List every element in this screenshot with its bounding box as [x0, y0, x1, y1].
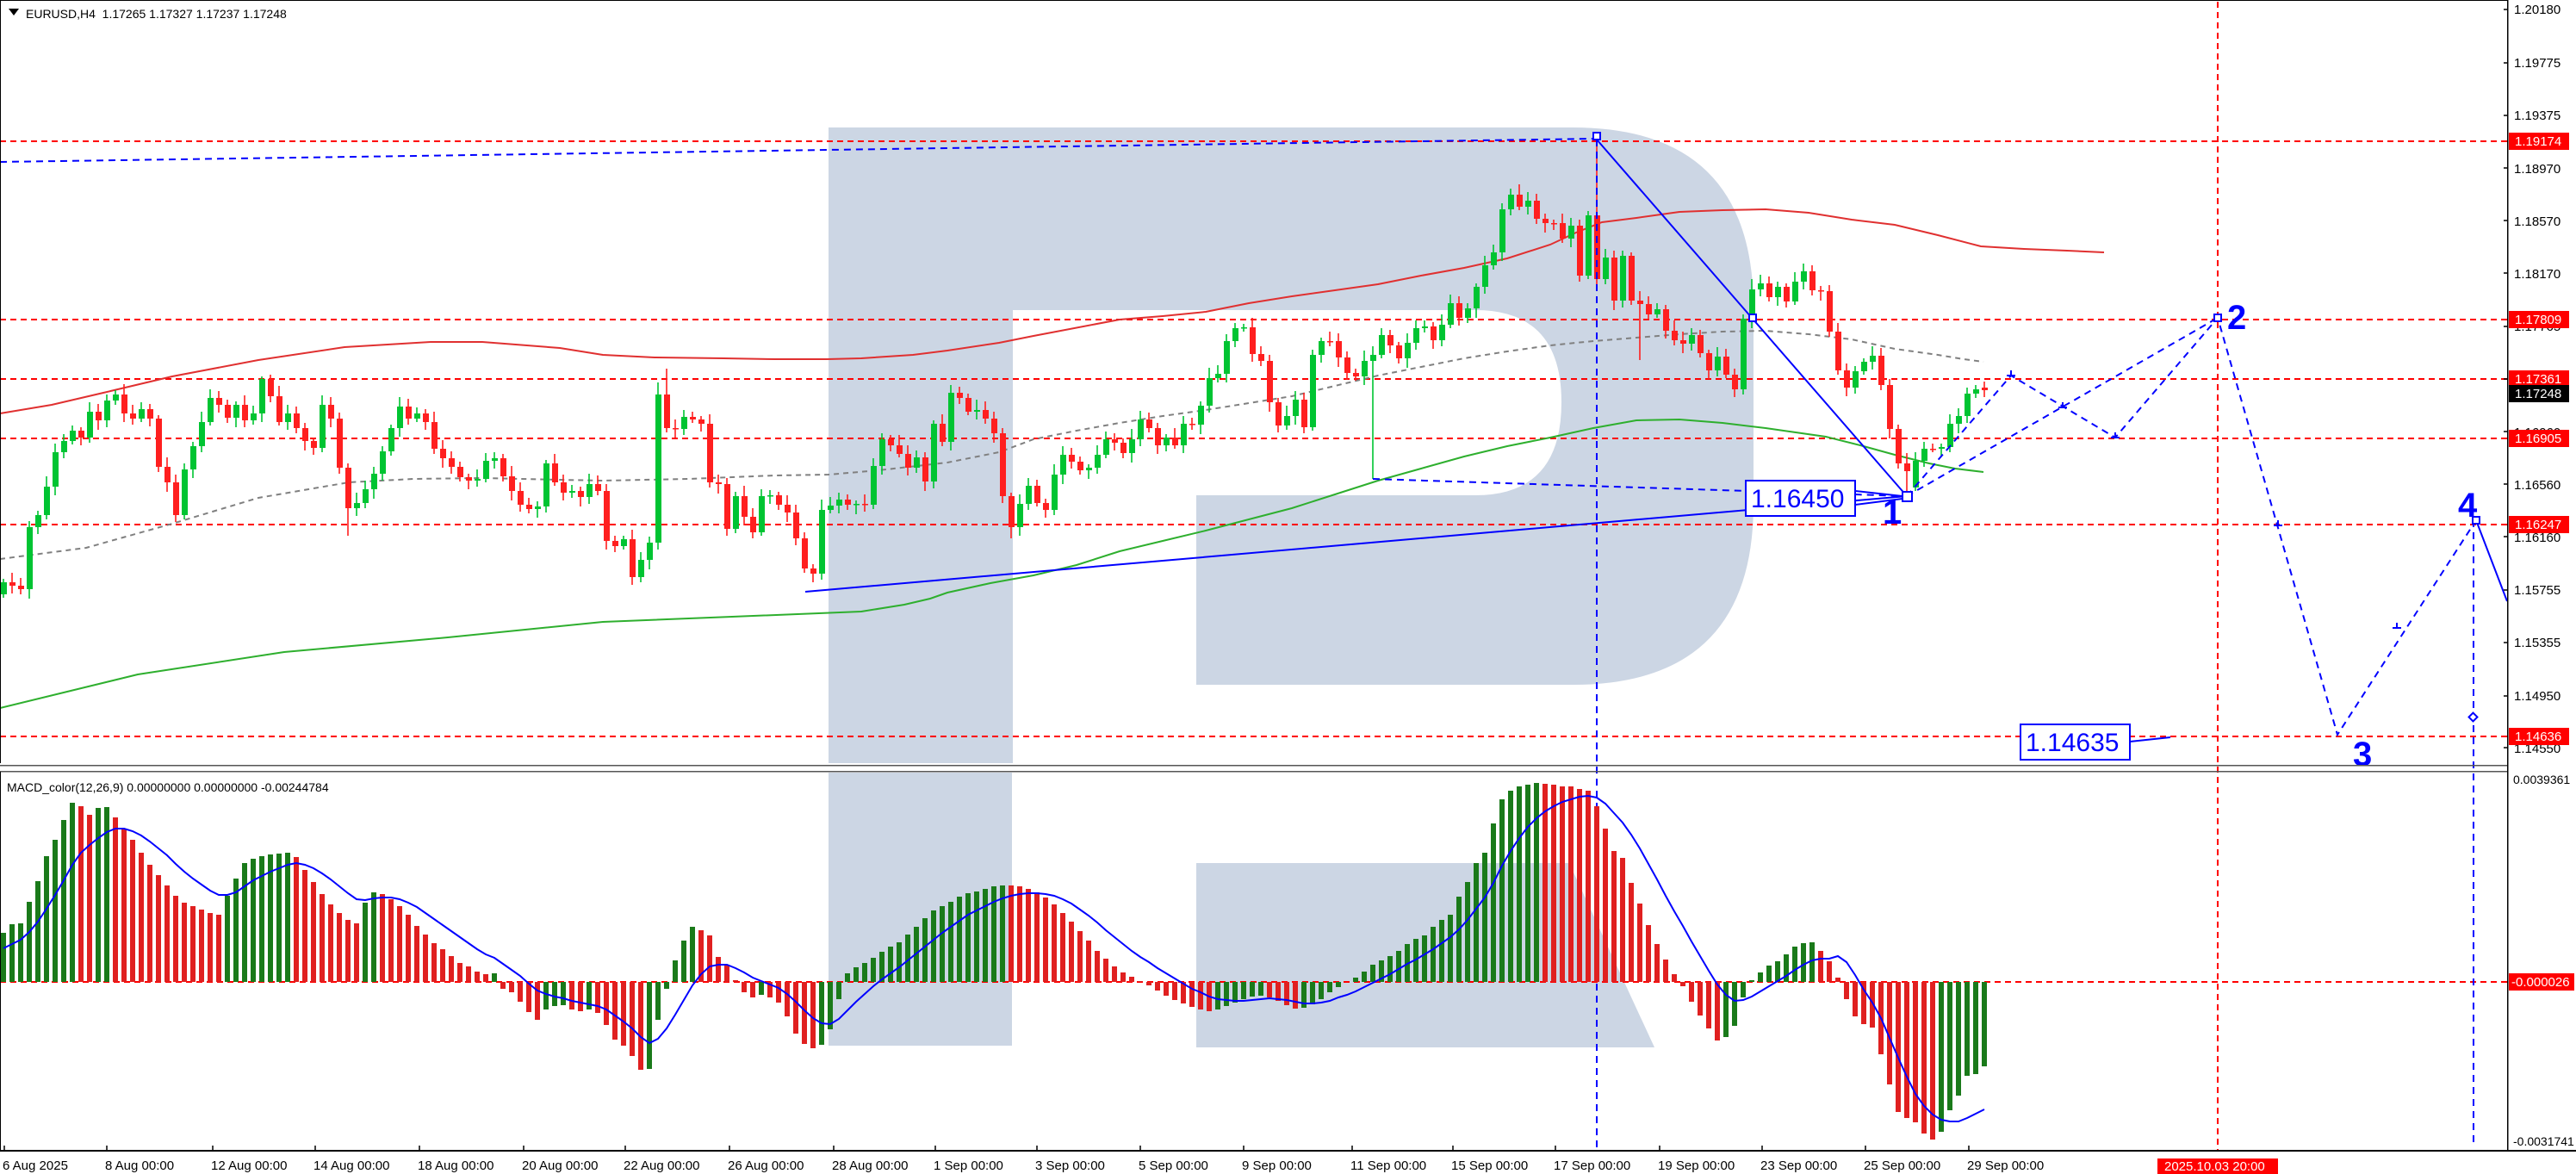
- svg-text:1.19174: 1.19174: [2515, 134, 2561, 149]
- svg-text:5 Sep 00:00: 5 Sep 00:00: [1139, 1158, 1208, 1173]
- svg-text:-0.0031741: -0.0031741: [2513, 1134, 2574, 1148]
- svg-text:1 Sep 00:00: 1 Sep 00:00: [934, 1158, 1003, 1173]
- svg-text:1.16905: 1.16905: [2515, 432, 2561, 446]
- svg-text:20 Aug 00:00: 20 Aug 00:00: [522, 1158, 598, 1173]
- svg-text:3: 3: [2353, 736, 2372, 773]
- svg-text:12 Aug 00:00: 12 Aug 00:00: [211, 1158, 287, 1173]
- svg-text:2025.10.03 20:00: 2025.10.03 20:00: [2164, 1159, 2265, 1174]
- svg-text:15 Sep 00:00: 15 Sep 00:00: [1451, 1158, 1528, 1173]
- svg-text:MACD_color(12,26,9) 0.00000000: MACD_color(12,26,9) 0.00000000 0.0000000…: [7, 780, 329, 794]
- svg-text:1.15355: 1.15355: [2514, 636, 2560, 650]
- svg-text:9 Sep 00:00: 9 Sep 00:00: [1242, 1158, 1312, 1173]
- svg-text:26 Aug 00:00: 26 Aug 00:00: [728, 1158, 804, 1173]
- svg-text:22 Aug 00:00: 22 Aug 00:00: [624, 1158, 699, 1173]
- svg-text:0.0039361: 0.0039361: [2513, 773, 2570, 786]
- svg-text:25 Sep 00:00: 25 Sep 00:00: [1864, 1158, 1940, 1173]
- svg-text:4: 4: [2458, 487, 2478, 525]
- svg-text:1.19775: 1.19775: [2514, 56, 2560, 71]
- svg-text:28 Aug 00:00: 28 Aug 00:00: [832, 1158, 908, 1173]
- svg-text:11 Sep 00:00: 11 Sep 00:00: [1350, 1158, 1426, 1173]
- svg-text:1.14636: 1.14636: [2515, 730, 2561, 744]
- svg-text:1.18970: 1.18970: [2514, 162, 2560, 177]
- svg-text:29 Sep 00:00: 29 Sep 00:00: [1967, 1158, 2044, 1173]
- svg-text:1.16560: 1.16560: [2514, 478, 2560, 493]
- svg-text:1.18570: 1.18570: [2514, 214, 2560, 229]
- svg-text:1.14950: 1.14950: [2514, 689, 2560, 704]
- svg-text:-0.000026: -0.000026: [2511, 975, 2570, 990]
- svg-text:1.19375: 1.19375: [2514, 109, 2560, 123]
- svg-text:2: 2: [2227, 299, 2246, 337]
- svg-text:19 Sep 00:00: 19 Sep 00:00: [1658, 1158, 1735, 1173]
- svg-text:1.16247: 1.16247: [2515, 518, 2561, 532]
- svg-text:1.16160: 1.16160: [2514, 531, 2560, 545]
- svg-text:8 Aug 00:00: 8 Aug 00:00: [105, 1158, 174, 1173]
- svg-text:1.17248: 1.17248: [2515, 387, 2561, 401]
- svg-text:14 Aug 00:00: 14 Aug 00:00: [313, 1158, 389, 1173]
- svg-text:1.14635: 1.14635: [2026, 729, 2119, 757]
- svg-text:17 Sep 00:00: 17 Sep 00:00: [1554, 1158, 1630, 1173]
- svg-text:1.20180: 1.20180: [2514, 3, 2560, 17]
- svg-text:1.14550: 1.14550: [2514, 742, 2560, 756]
- svg-text:1.18170: 1.18170: [2514, 267, 2560, 282]
- svg-text:6 Aug 2025: 6 Aug 2025: [3, 1158, 68, 1173]
- svg-text:18 Aug 00:00: 18 Aug 00:00: [418, 1158, 493, 1173]
- svg-text:3 Sep 00:00: 3 Sep 00:00: [1035, 1158, 1105, 1173]
- svg-text:1.15755: 1.15755: [2514, 583, 2560, 598]
- svg-text:1: 1: [1883, 494, 1902, 531]
- svg-text:1.17361: 1.17361: [2515, 372, 2561, 387]
- svg-text:23 Sep 00:00: 23 Sep 00:00: [1760, 1158, 1837, 1173]
- svg-text:EURUSD,H4 1.17265 1.17327 1.1: EURUSD,H4 1.17265 1.17327 1.17237 1.1724…: [26, 7, 287, 21]
- svg-text:1.17809: 1.17809: [2515, 313, 2561, 327]
- svg-text:1.16450: 1.16450: [1751, 485, 1844, 513]
